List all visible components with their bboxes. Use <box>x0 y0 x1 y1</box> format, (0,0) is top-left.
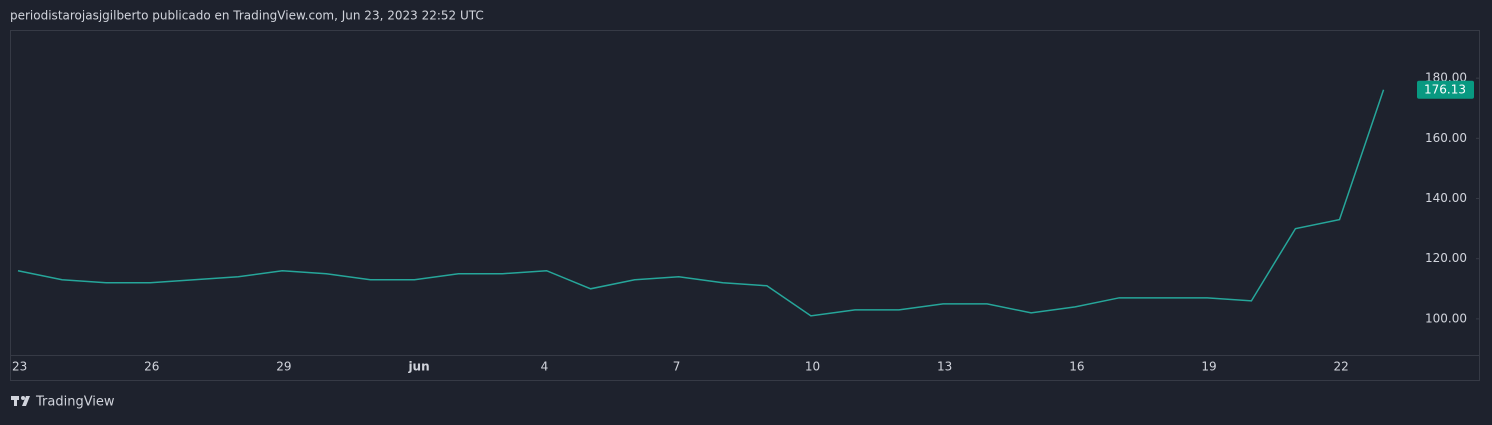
price-line <box>17 89 1385 317</box>
x-tick-label: 19 <box>1201 360 1216 374</box>
brand: TradingView <box>35 395 115 410</box>
x-tick-label: 13 <box>937 360 952 374</box>
y-tick-label: 100.00 <box>1425 311 1467 325</box>
x-tick-label: 16 <box>1069 360 1084 374</box>
x-tick-label: 7 <box>673 360 681 374</box>
x-tick-label: 10 <box>805 360 820 374</box>
chart-title: periodistarojasjgilberto publicado en Tr… <box>10 9 484 23</box>
x-tick-label: jun <box>407 360 429 374</box>
y-tick-label: 140.00 <box>1425 191 1467 205</box>
chart-frame <box>10 30 1480 381</box>
x-tick-label: 22 <box>1334 360 1349 374</box>
x-tick-label: 26 <box>144 360 159 374</box>
logo <box>11 396 30 406</box>
y-tick-label: 160.00 <box>1425 131 1467 145</box>
x-tick-label: 4 <box>541 360 549 374</box>
x-tick-label: 29 <box>276 360 291 374</box>
last-price-badge <box>1417 80 1474 99</box>
last-price-label: 176.13 <box>1424 82 1466 96</box>
y-tick-label: 120.00 <box>1425 251 1467 265</box>
x-tick-label: 23 <box>12 360 27 374</box>
